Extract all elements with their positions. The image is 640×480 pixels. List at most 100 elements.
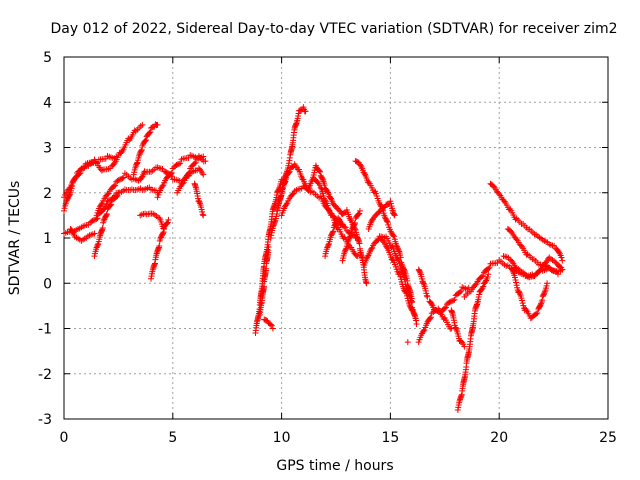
- x-tick-label: 15: [381, 430, 399, 446]
- y-tick-label: 5: [43, 50, 52, 66]
- data-point: [283, 201, 290, 208]
- data-point: [390, 232, 397, 239]
- data-point: [285, 169, 292, 176]
- data-point: [98, 167, 105, 174]
- data-point: [451, 296, 458, 303]
- data-point: [132, 163, 139, 170]
- data-point: [442, 304, 449, 311]
- data-point: [176, 160, 183, 167]
- data-point: [319, 176, 326, 183]
- data-point: [195, 197, 202, 204]
- data-point: [327, 194, 334, 201]
- data-point: [327, 195, 334, 202]
- y-tick-label: 3: [43, 141, 52, 157]
- data-point: [160, 229, 167, 236]
- data-point: [363, 280, 370, 287]
- data-point: [112, 182, 119, 189]
- data-point: [486, 264, 493, 271]
- data-point: [537, 301, 544, 308]
- y-tick-label: 2: [43, 186, 52, 202]
- data-point: [160, 230, 167, 237]
- tick-labels: 0 5 10 15 20 25 -3 -2 -1 0 1 2 3 4 5: [38, 50, 617, 446]
- data-point: [179, 180, 186, 187]
- data-point: [534, 310, 541, 317]
- data-point: [519, 300, 526, 307]
- data-point: [420, 327, 427, 334]
- y-axis-label: SDTVAR / TECUs: [7, 181, 23, 296]
- data-point: [554, 271, 561, 278]
- data-point: [452, 324, 459, 331]
- data-point: [115, 189, 122, 196]
- data-point: [103, 212, 110, 219]
- data-point: [519, 297, 526, 304]
- data-point: [154, 121, 161, 128]
- data-point: [138, 147, 145, 154]
- data-point: [168, 169, 175, 176]
- data-point: [541, 290, 548, 297]
- data-point: [513, 282, 520, 289]
- data-point: [66, 185, 73, 192]
- data-point: [159, 183, 166, 190]
- data-point: [107, 202, 114, 209]
- data-point: [111, 183, 118, 190]
- data-point: [485, 271, 492, 278]
- data-point: [177, 160, 184, 167]
- data-point: [93, 244, 100, 251]
- data-point: [354, 253, 361, 260]
- data-point: [398, 276, 405, 283]
- data-point: [478, 273, 485, 280]
- data-point: [559, 257, 566, 264]
- y-tick-label: 0: [43, 276, 52, 292]
- data-point: [73, 174, 80, 181]
- data-point: [395, 247, 402, 254]
- data-point: [428, 301, 435, 308]
- data-point: [302, 108, 309, 115]
- data-point: [186, 169, 193, 176]
- data-point: [544, 280, 551, 287]
- data-point: [99, 224, 106, 231]
- data-point: [103, 211, 110, 218]
- data-point: [314, 178, 321, 185]
- data-point: [114, 192, 121, 199]
- data-point: [146, 129, 153, 136]
- data-point: [413, 320, 420, 327]
- data-point: [81, 164, 88, 171]
- data-point: [361, 170, 368, 177]
- data-point: [512, 216, 519, 223]
- data-point: [61, 207, 67, 214]
- data-point: [367, 248, 374, 255]
- data-point: [289, 191, 296, 198]
- data-point: [420, 280, 427, 287]
- data-point: [317, 184, 324, 191]
- data-points: [61, 104, 566, 413]
- data-point: [185, 170, 192, 177]
- data-point: [200, 171, 207, 178]
- data-point: [275, 187, 282, 194]
- data-point: [478, 286, 485, 293]
- data-point: [352, 220, 359, 227]
- data-point: [513, 279, 520, 286]
- data-point: [351, 221, 358, 228]
- data-point: [200, 153, 207, 160]
- data-point: [126, 137, 133, 144]
- data-point: [108, 201, 115, 208]
- data-point: [484, 274, 491, 281]
- data-point: [482, 278, 489, 285]
- data-point: [480, 283, 487, 290]
- data-point: [356, 210, 363, 217]
- data-point: [263, 265, 270, 272]
- y-tick-label: 4: [43, 95, 52, 111]
- data-point: [330, 228, 337, 235]
- data-point: [509, 267, 516, 274]
- data-point: [265, 244, 272, 251]
- data-point: [120, 174, 127, 181]
- data-point: [408, 306, 415, 313]
- x-tick-label: 5: [168, 430, 177, 446]
- data-point: [427, 314, 434, 321]
- data-point: [397, 273, 404, 280]
- data-point: [390, 233, 397, 240]
- data-point: [423, 292, 430, 299]
- data-point: [356, 240, 363, 247]
- data-point: [472, 281, 479, 288]
- data-point: [282, 178, 289, 185]
